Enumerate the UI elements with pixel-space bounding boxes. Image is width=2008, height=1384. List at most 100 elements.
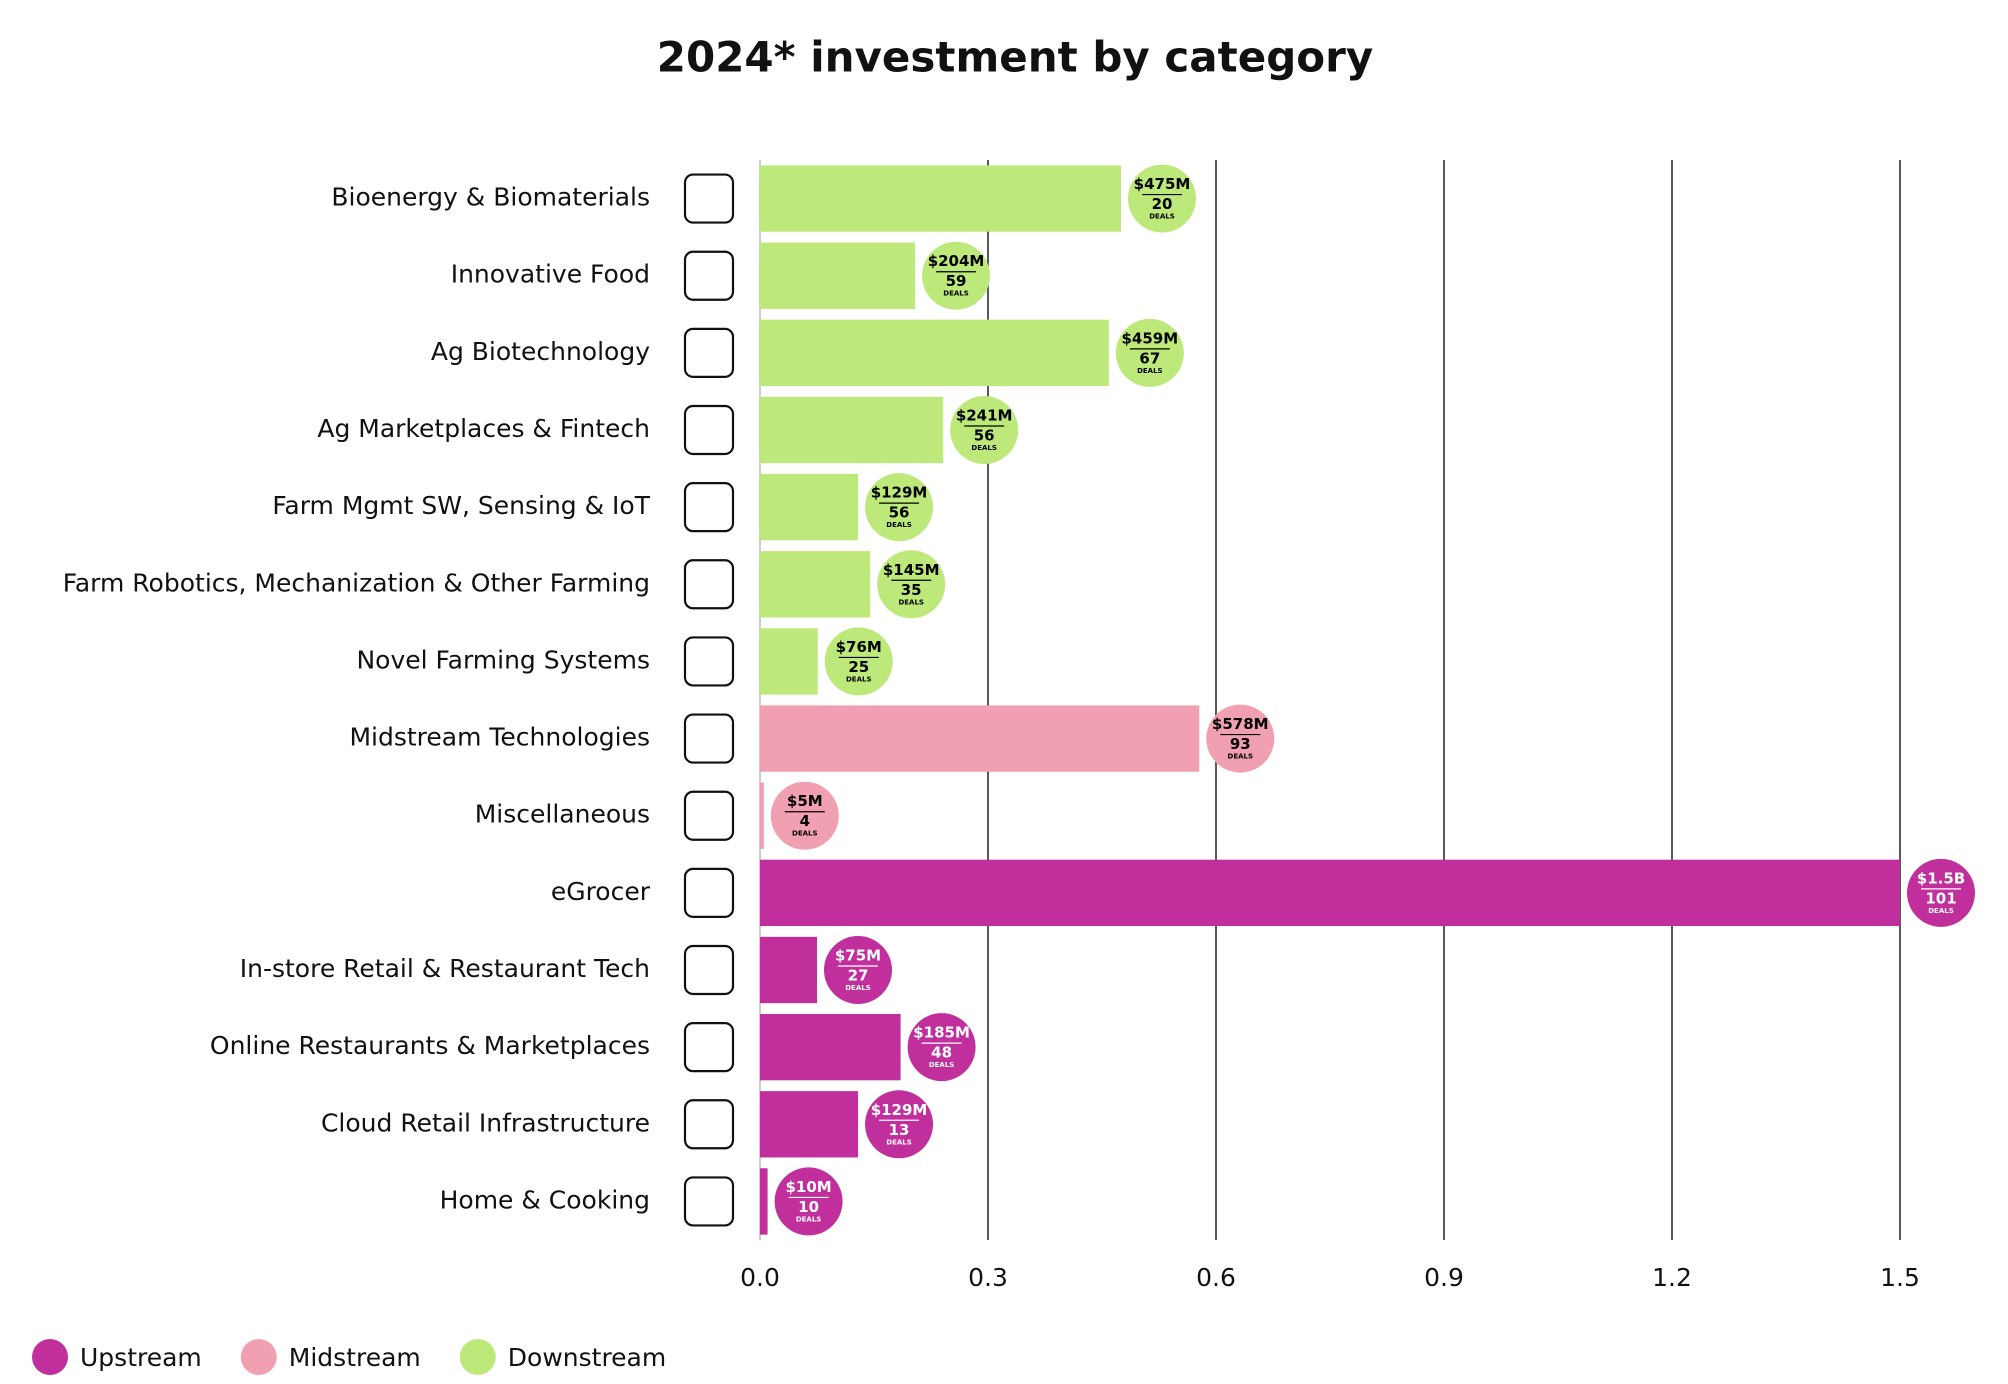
icon-frame — [683, 559, 735, 610]
bar — [760, 551, 871, 618]
bar — [760, 319, 1109, 387]
bar — [760, 705, 1200, 772]
value-label: $475M — [1134, 175, 1191, 193]
value-label: $76M — [836, 638, 882, 656]
legend-label: Midstream — [289, 1343, 421, 1372]
value-label: $129M — [871, 1101, 928, 1119]
category-label: Miscellaneous — [475, 800, 650, 829]
value-bubble — [774, 1167, 843, 1236]
value-bubble — [770, 781, 839, 850]
x-tick-label: 0.9 — [1424, 1263, 1464, 1292]
bar — [760, 859, 1900, 927]
category-label: Innovative Food — [451, 260, 650, 289]
bar — [760, 1013, 901, 1081]
x-tick-label: 0.0 — [740, 1263, 780, 1292]
deals-count: 67 — [1139, 349, 1160, 367]
category-label: Ag Biotechnology — [431, 337, 650, 366]
category-label: Online Restaurants & Marketplaces — [210, 1031, 650, 1060]
legend-label: Downstream — [508, 1343, 666, 1372]
value-label: $145M — [883, 561, 940, 579]
deals-count: 101 — [1925, 889, 1956, 907]
value-label: $459M — [1121, 329, 1178, 347]
deals-count: 13 — [889, 1121, 910, 1139]
deals-count: 27 — [848, 967, 869, 985]
icon-frame — [683, 790, 735, 841]
deals-count: 10 — [798, 1198, 819, 1216]
value-bubble — [1128, 164, 1196, 233]
icon-frame — [683, 1099, 735, 1150]
value-label: $1.5B — [1917, 869, 1965, 887]
icon-frame — [683, 482, 735, 533]
deals-count: 35 — [901, 581, 922, 599]
value-bubble — [907, 1013, 976, 1082]
category-label: Bioenergy & Biomaterials — [331, 183, 650, 212]
bar — [760, 396, 944, 464]
value-label: $185M — [913, 1024, 970, 1042]
deals-label: DEALS — [929, 1061, 955, 1069]
deals-label: DEALS — [845, 984, 871, 992]
category-label: Cloud Retail Infrastructure — [321, 1108, 650, 1137]
value-label: $10M — [785, 1178, 831, 1196]
deals-label: DEALS — [1137, 367, 1163, 375]
value-bubble — [824, 936, 892, 1004]
category-icons — [683, 173, 735, 1227]
deals-label: DEALS — [846, 675, 872, 683]
deals-label: DEALS — [971, 444, 997, 452]
value-bubble — [922, 241, 991, 310]
value-label: $5M — [787, 792, 823, 810]
value-label: $204M — [928, 252, 985, 270]
legend-swatch — [240, 1339, 277, 1375]
icon-frame — [683, 636, 735, 687]
bar — [760, 242, 916, 309]
deals-label: DEALS — [792, 830, 818, 838]
deals-count: 56 — [974, 427, 995, 445]
deals-count: 48 — [931, 1044, 952, 1062]
bar — [760, 1168, 768, 1235]
category-label: Midstream Technologies — [349, 723, 650, 752]
chart-title: 2024* investment by category — [657, 33, 1373, 82]
deals-count: 25 — [848, 658, 869, 676]
deals-label: DEALS — [898, 598, 924, 606]
icon-frame — [683, 404, 735, 456]
value-bubble — [1206, 704, 1275, 773]
category-label: Ag Marketplaces & Fintech — [317, 414, 650, 443]
icon-frame — [683, 867, 735, 918]
bar — [760, 1091, 859, 1158]
deals-label: DEALS — [886, 521, 912, 529]
category-label: eGrocer — [551, 877, 651, 906]
value-bubble — [865, 473, 934, 542]
value-bubble — [1115, 318, 1184, 387]
legend-label: Upstream — [80, 1343, 202, 1372]
deals-count: 59 — [946, 272, 967, 290]
icon-frame — [683, 250, 735, 301]
icon-frame — [683, 944, 735, 996]
value-bubble — [950, 396, 1019, 464]
deals-label: DEALS — [886, 1138, 912, 1146]
category-label: Farm Robotics, Mechanization & Other Far… — [63, 568, 650, 597]
icon-frame — [683, 1022, 735, 1073]
deals-count: 56 — [889, 504, 910, 522]
value-label: $578M — [1212, 715, 1269, 733]
deals-label: DEALS — [1149, 213, 1175, 221]
deals-count: 93 — [1230, 735, 1251, 753]
icon-frame — [683, 173, 735, 224]
category-label: In-store Retail & Restaurant Tech — [240, 954, 650, 983]
category-label: Home & Cooking — [440, 1185, 650, 1214]
value-bubble — [865, 1090, 934, 1159]
value-label: $75M — [835, 947, 881, 965]
icon-frame — [683, 713, 735, 764]
category-label: Novel Farming Systems — [356, 645, 650, 674]
icon-frame — [683, 327, 735, 378]
bar — [760, 782, 764, 849]
deals-label: DEALS — [1228, 753, 1254, 761]
x-tick-label: 0.3 — [968, 1263, 1008, 1292]
value-label: $241M — [956, 407, 1013, 425]
value-label: $129M — [871, 484, 928, 502]
deals-count: 4 — [800, 812, 810, 830]
x-tick-label: 0.6 — [1196, 1263, 1236, 1292]
legend-swatch — [32, 1339, 68, 1375]
value-bubble — [877, 550, 946, 619]
bar — [760, 473, 859, 541]
deals-count: 20 — [1152, 195, 1173, 213]
